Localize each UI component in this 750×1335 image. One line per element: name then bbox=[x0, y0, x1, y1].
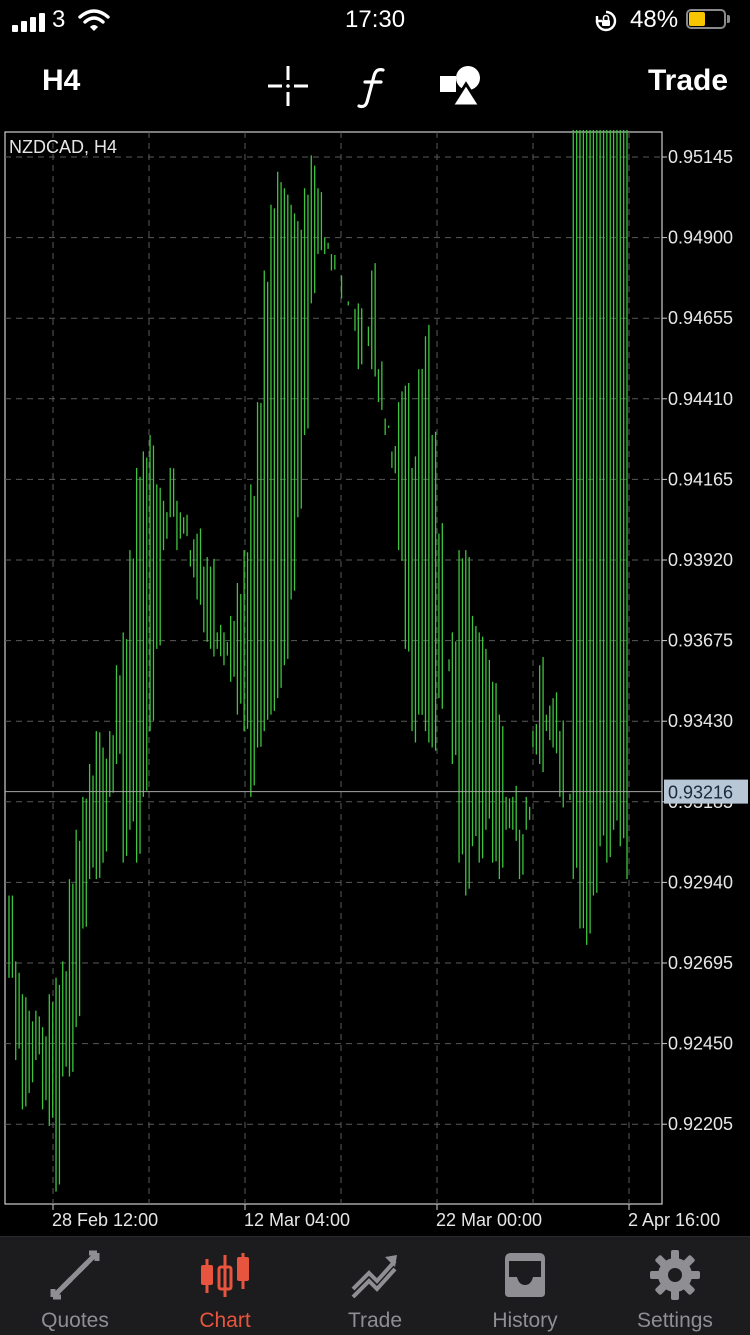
y-tick-label: 0.95145 bbox=[668, 147, 733, 167]
x-tick-label: 28 Feb 12:00 bbox=[52, 1210, 158, 1230]
tab-chart[interactable]: Chart bbox=[150, 1237, 300, 1335]
signal-icon bbox=[12, 13, 45, 32]
status-bar: 3 17:30 48% bbox=[0, 0, 750, 42]
clock-label: 17:30 bbox=[345, 6, 406, 33]
symbol-label: NZDCAD, H4 bbox=[9, 137, 117, 157]
wifi-icon bbox=[78, 9, 110, 31]
tab-settings[interactable]: Settings bbox=[600, 1237, 750, 1335]
current-price-label: 0.93216 bbox=[668, 783, 733, 803]
tab-bar: Quotes Chart Trade History bbox=[0, 1236, 750, 1335]
current-price-tag bbox=[664, 779, 748, 804]
x-tick-label: 12 Mar 04:00 bbox=[244, 1210, 350, 1230]
tab-quotes-label: Quotes bbox=[41, 1309, 109, 1332]
objects-icon[interactable] bbox=[436, 62, 484, 110]
chart-icon bbox=[201, 1253, 249, 1297]
tab-trade-label: Trade bbox=[347, 1309, 403, 1332]
gear-icon bbox=[650, 1250, 700, 1300]
battery-icon bbox=[686, 9, 732, 31]
y-tick-label: 0.94900 bbox=[668, 228, 733, 248]
plot-frame bbox=[4, 131, 663, 1205]
price-chart[interactable]: 0.95145 0.94900 0.94655 0.94410 0.94165 0.939… bbox=[0, 130, 750, 1236]
y-tick-label: 0.92205 bbox=[668, 1114, 733, 1134]
tab-chart-label: Chart bbox=[199, 1309, 251, 1332]
y-tick-label: 0.93430 bbox=[668, 711, 733, 731]
trade-icon bbox=[351, 1255, 397, 1299]
history-icon bbox=[505, 1253, 545, 1297]
x-tick-label: 2 Apr 16:00 bbox=[628, 1210, 720, 1230]
tab-settings-label: Settings bbox=[637, 1309, 713, 1332]
crosshair-icon[interactable] bbox=[264, 62, 312, 110]
trade-toolbar-button[interactable]: Trade bbox=[648, 64, 729, 97]
y-tick-label: 0.92940 bbox=[668, 872, 733, 892]
x-tick-label: 22 Mar 00:00 bbox=[436, 1210, 542, 1230]
chart-canvas[interactable]: 0.95145 0.94900 0.94655 0.94410 0.94165 0.939… bbox=[0, 130, 750, 1236]
y-tick-label: 0.94410 bbox=[668, 389, 733, 409]
y-tick-label: 0.92695 bbox=[668, 953, 733, 973]
rotation-lock-icon bbox=[595, 10, 617, 32]
function-icon[interactable] bbox=[350, 62, 398, 110]
timeframe-button[interactable]: H4 bbox=[42, 64, 81, 97]
tab-history-label: History bbox=[492, 1309, 558, 1332]
y-tick-label: 0.94655 bbox=[668, 308, 733, 328]
y-tick-label: 0.93920 bbox=[668, 550, 733, 570]
quotes-icon bbox=[50, 1250, 100, 1300]
chart-toolbar: H4 Trade bbox=[0, 42, 750, 130]
y-tick-label: 0.93675 bbox=[668, 631, 733, 651]
carrier-label: 3 bbox=[52, 6, 66, 33]
battery-percent: 48% bbox=[630, 6, 679, 33]
y-tick-label: 0.92450 bbox=[668, 1034, 733, 1054]
tab-trade[interactable]: Trade bbox=[300, 1237, 450, 1335]
tab-history[interactable]: History bbox=[450, 1237, 600, 1335]
y-tick-label: 0.94165 bbox=[668, 469, 733, 489]
tab-quotes[interactable]: Quotes bbox=[0, 1237, 150, 1335]
